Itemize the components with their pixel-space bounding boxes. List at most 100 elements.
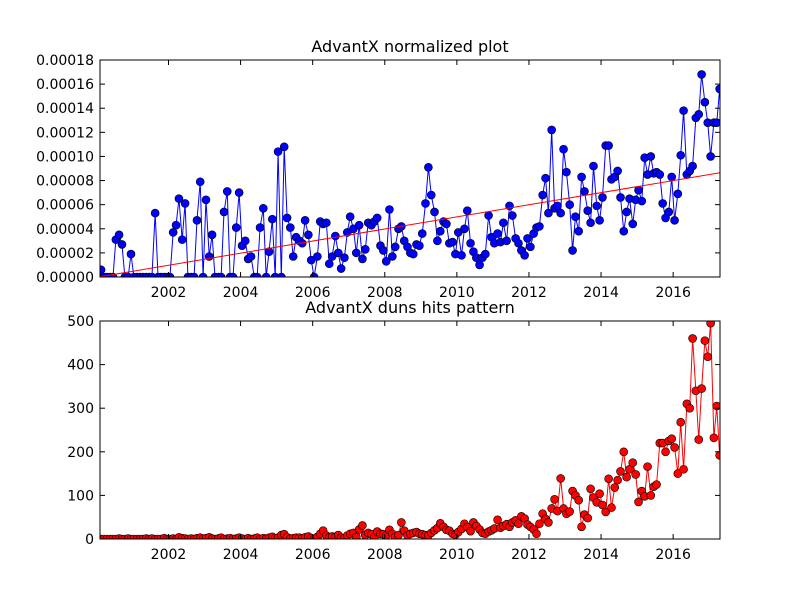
marker [574,495,583,505]
marker [351,248,361,258]
marker [388,252,397,261]
marker [514,238,523,248]
marker [616,193,625,202]
marker [610,483,620,492]
marker [544,518,553,527]
marker [466,526,475,536]
marker [277,272,286,277]
marker [538,190,547,200]
x-tick-label: 2004 [223,547,259,563]
marker [499,218,508,228]
marker [300,216,310,225]
marker [586,218,595,228]
marker [177,235,187,244]
marker [676,150,686,160]
marker [246,252,256,261]
marker [628,458,638,468]
marker [667,434,676,444]
marker [631,470,640,479]
marker [114,230,124,240]
marker [252,272,262,277]
marker [117,240,127,249]
x-tick-label: 2006 [295,285,331,301]
marker [397,518,406,527]
marker [475,260,484,270]
marker [150,208,160,218]
marker [394,530,403,539]
marker [219,207,229,217]
marker [655,170,665,179]
marker [345,212,355,222]
marker [174,194,184,203]
marker [457,251,466,260]
marker [535,519,544,529]
marker [658,199,667,208]
marker [592,201,602,211]
marker [207,230,217,240]
x-tick-label: 2002 [151,547,187,563]
marker [622,472,631,482]
x-tick-label: 2014 [583,285,619,301]
marker [100,265,106,275]
marker [508,211,517,220]
marker [426,190,436,200]
marker [165,272,175,277]
marker [664,207,674,217]
marker [646,152,656,161]
marker [381,257,391,266]
marker [547,125,556,135]
marker [601,507,611,517]
marker [616,467,625,476]
marker [598,500,607,510]
marker [408,249,418,259]
marker [523,234,532,243]
marker [619,447,629,457]
marker [559,144,568,154]
marker [520,251,529,260]
marker [589,161,598,171]
marker [679,464,688,474]
marker [709,433,719,443]
marker [688,334,697,343]
marker [697,384,706,393]
marker [688,161,697,171]
marker [198,272,208,277]
x-tick-label: 2016 [655,547,691,563]
marker [598,193,607,202]
x-tick-label: 2016 [655,285,691,301]
marker [634,185,643,195]
marker [484,211,493,220]
marker [282,213,292,223]
marker [460,224,469,234]
marker [586,484,595,494]
marker [351,532,361,539]
marker [703,352,713,362]
marker [288,252,298,261]
marker [340,253,349,263]
marker [354,220,364,230]
marker [565,200,574,209]
marker [336,264,346,273]
marker [333,248,343,258]
marker [595,489,604,498]
marker [562,167,571,177]
marker [580,187,589,196]
marker [234,188,244,197]
x-tick-label: 2006 [295,547,331,563]
marker [255,223,265,232]
marker [652,480,661,489]
marker [628,219,638,229]
marker [535,222,544,231]
marker [661,447,670,457]
marker [607,503,616,512]
marker [313,252,322,261]
marker [228,272,238,277]
marker [201,195,211,205]
marker [331,231,340,241]
marker [697,70,706,79]
marker [322,218,331,228]
marker [279,142,289,152]
marker [670,216,679,225]
marker [526,242,535,252]
marker [502,236,511,246]
